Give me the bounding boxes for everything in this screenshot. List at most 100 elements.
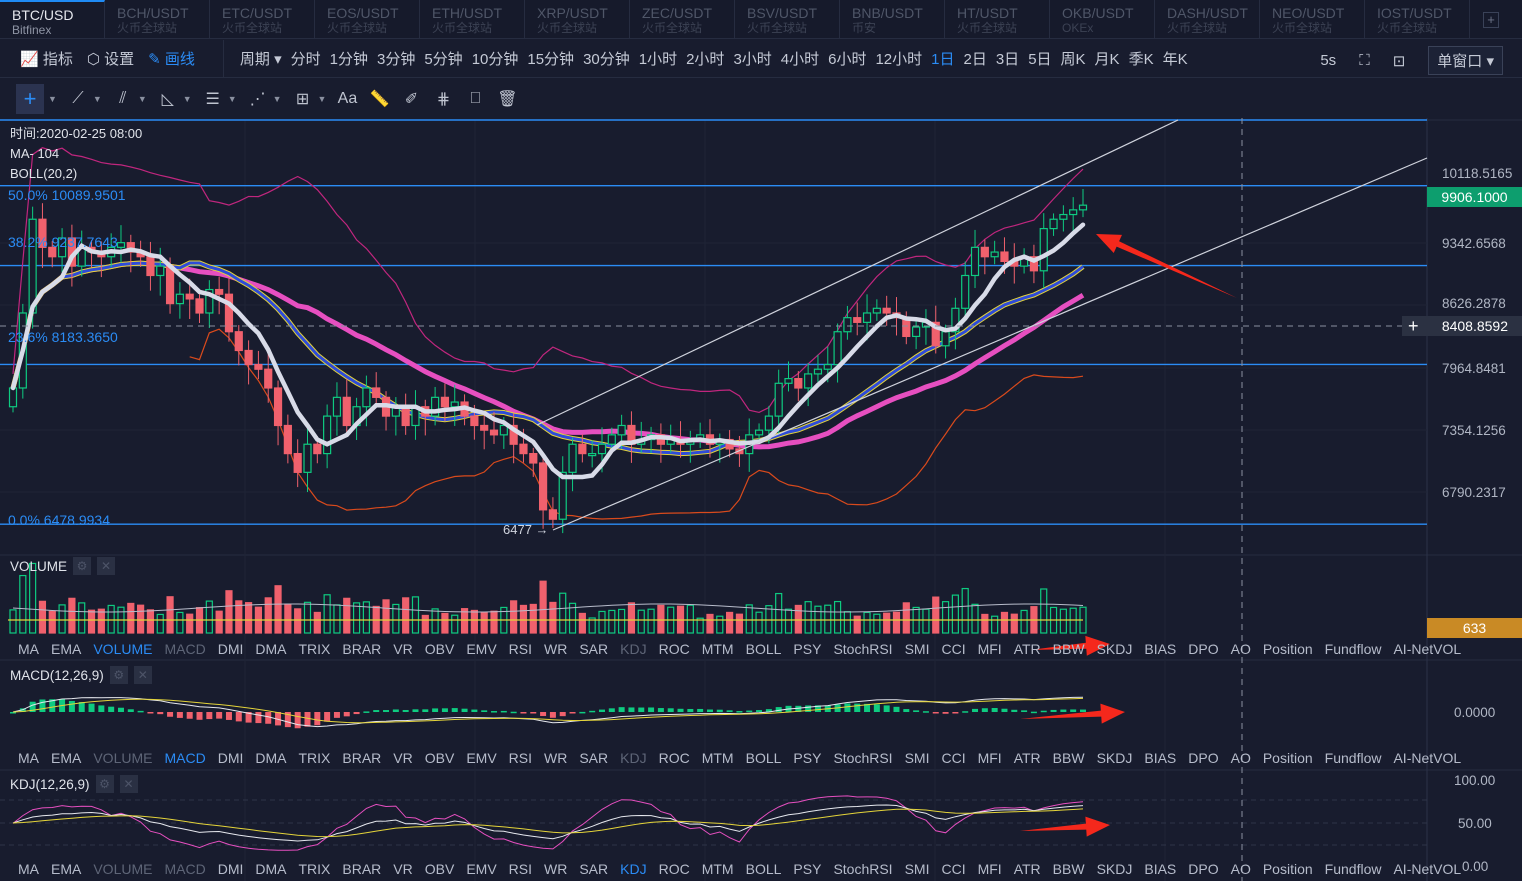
indicator-tab[interactable]: AI-NetVOL (1393, 641, 1462, 657)
indicator-tab[interactable]: VOLUME (93, 861, 153, 877)
indicator-tab[interactable]: SAR (579, 641, 609, 657)
indicator-tab[interactable]: MA (18, 641, 39, 657)
indicator-tab[interactable]: MACD (164, 861, 206, 877)
indicator-tab[interactable]: TRIX (298, 861, 331, 877)
indicator-tab[interactable]: MA (18, 861, 39, 877)
period-option[interactable]: 1小时 (638, 51, 678, 68)
period-option[interactable]: 10分钟 (471, 51, 519, 68)
indicator-tab[interactable]: SAR (579, 750, 609, 766)
fib-tool-icon[interactable]: ☰ (205, 91, 220, 108)
indicator-tab[interactable]: EMV (466, 861, 497, 877)
symbol-tab[interactable]: OKB/USDT OKEx (1050, 0, 1155, 39)
period-option[interactable]: 年K (1162, 51, 1188, 68)
period-option[interactable]: 月K (1094, 51, 1120, 68)
indicator-tab[interactable]: BRAR (342, 641, 382, 657)
indicator-tab[interactable]: AO (1230, 861, 1251, 877)
period-option[interactable]: 2小时 (686, 51, 725, 68)
indicator-tab[interactable]: DMA (255, 750, 287, 766)
refresh-interval[interactable]: 5s (1320, 52, 1337, 69)
period-option[interactable]: 4小时 (780, 51, 820, 68)
period-option[interactable]: 1日 (931, 51, 955, 68)
period-option[interactable]: 季K (1128, 51, 1154, 68)
crosshair-plus-icon[interactable]: + (1408, 316, 1419, 336)
indicator-tab[interactable]: BRAR (342, 750, 382, 766)
indicator-tab[interactable]: DMI (217, 641, 244, 657)
indicator-tab[interactable]: MTM (701, 750, 734, 766)
wave-tool-icon[interactable]: ⋰ (249, 91, 266, 108)
indicator-tab[interactable]: CCI (941, 861, 966, 877)
indicator-tab[interactable]: DPO (1188, 750, 1219, 766)
indicator-tab[interactable]: EMA (51, 861, 82, 877)
trash-icon[interactable]: 🗑 (497, 91, 518, 108)
period-option[interactable]: 3分钟 (377, 51, 416, 68)
indicator-tab[interactable]: WR (544, 641, 568, 657)
indicator-tab[interactable]: AI-NetVOL (1393, 750, 1462, 766)
indicator-tab[interactable]: CCI (941, 641, 966, 657)
period-option[interactable]: 5日 (1028, 51, 1052, 68)
indicator-tab[interactable]: BIAS (1144, 750, 1177, 766)
indicator-tab[interactable]: BRAR (342, 861, 382, 877)
indicator-tab[interactable]: EMV (466, 750, 497, 766)
fullscreen-icon[interactable]: ⛶ (1359, 52, 1370, 69)
indicator-tab[interactable]: SKDJ (1096, 641, 1133, 657)
indicator-tab[interactable]: KDJ (620, 750, 647, 766)
indicator-tab[interactable]: AO (1230, 750, 1251, 766)
period-option[interactable]: 3小时 (733, 51, 772, 68)
indicator-tab[interactable]: TRIX (298, 750, 331, 766)
indicator-tab[interactable]: MFI (977, 641, 1002, 657)
indicator-tab[interactable]: Fundflow (1324, 861, 1382, 877)
indicator-tab[interactable]: EMA (51, 750, 82, 766)
symbol-tab[interactable]: ZEC/USDT 火币全球站 (630, 0, 735, 39)
chart-canvas[interactable] (0, 118, 1522, 881)
angle-tool-icon[interactable]: ◺ (161, 91, 174, 108)
indicator-tab[interactable]: WR (544, 750, 568, 766)
hide-drawings-icon[interactable]: ⎕ (470, 90, 481, 107)
indicator-tab[interactable]: BBW (1052, 750, 1085, 766)
indicator-tab[interactable]: VR (393, 861, 413, 877)
indicator-tab[interactable]: KDJ (620, 861, 647, 877)
symbol-tab[interactable]: ETC/USDT 火币全球站 (210, 0, 315, 39)
symbol-tab[interactable]: HT/USDT 火币全球站 (945, 0, 1050, 39)
symbol-tab[interactable]: DASH/USDT 火币全球站 (1155, 0, 1260, 39)
text-tool[interactable]: Aa (337, 90, 358, 107)
indicator-tab[interactable]: Fundflow (1324, 641, 1382, 657)
add-tab-button[interactable]: + (1483, 12, 1499, 28)
indicator-tab[interactable]: SKDJ (1096, 861, 1133, 877)
symbol-tab[interactable]: BCH/USDT 火币全球站 (105, 0, 210, 39)
channel-tool-icon[interactable]: ⫽ (119, 90, 127, 107)
indicator-tab[interactable]: MACD (164, 641, 206, 657)
symbol-tab[interactable]: IOST/USDT 火币全球站 (1365, 0, 1470, 39)
indicator-tab[interactable]: PSY (793, 861, 822, 877)
indicator-tab[interactable]: BOLL (745, 641, 782, 657)
close-icon[interactable]: ✕ (119, 775, 138, 793)
gear-icon[interactable]: ⚙ (73, 557, 92, 575)
indicator-tab[interactable]: BBW (1052, 861, 1085, 877)
indicator-tab[interactable]: StochRSI (833, 750, 893, 766)
symbol-tab[interactable]: NEO/USDT 火币全球站 (1260, 0, 1365, 39)
gear-icon[interactable]: ⚙ (109, 666, 128, 684)
indicator-tab[interactable]: SMI (904, 750, 930, 766)
measure-tool-icon[interactable]: ⊞ (295, 91, 310, 108)
indicator-tab[interactable]: MTM (701, 861, 734, 877)
indicator-tab[interactable]: RSI (508, 750, 533, 766)
indicators-button[interactable]: 📈 指标 (20, 51, 73, 68)
indicator-tab[interactable]: EMV (466, 641, 497, 657)
indicator-tab[interactable]: OBV (424, 861, 455, 877)
settings-button[interactable]: ⬡ 设置 (86, 51, 135, 68)
close-icon[interactable]: ✕ (97, 557, 116, 575)
period-option[interactable]: 6小时 (828, 51, 867, 68)
period-option[interactable]: 周K (1060, 51, 1086, 68)
indicator-tab[interactable]: OBV (424, 641, 455, 657)
window-mode-select[interactable]: 单窗口 ▾ (1428, 46, 1503, 75)
period-option[interactable]: 2日 (963, 51, 987, 68)
indicator-tab[interactable]: AI-NetVOL (1393, 861, 1462, 877)
indicator-tab[interactable]: CCI (941, 750, 966, 766)
indicator-tab[interactable]: Position (1262, 750, 1313, 766)
indicator-tab[interactable]: VR (393, 750, 413, 766)
period-option[interactable]: 1分钟 (329, 51, 368, 68)
period-option[interactable]: 30分钟 (583, 51, 630, 68)
indicator-tab[interactable]: EMA (51, 641, 82, 657)
indicator-tab[interactable]: BIAS (1144, 861, 1177, 877)
indicator-tab[interactable]: ROC (658, 861, 690, 877)
ruler-icon[interactable]: 📏 (369, 91, 390, 108)
